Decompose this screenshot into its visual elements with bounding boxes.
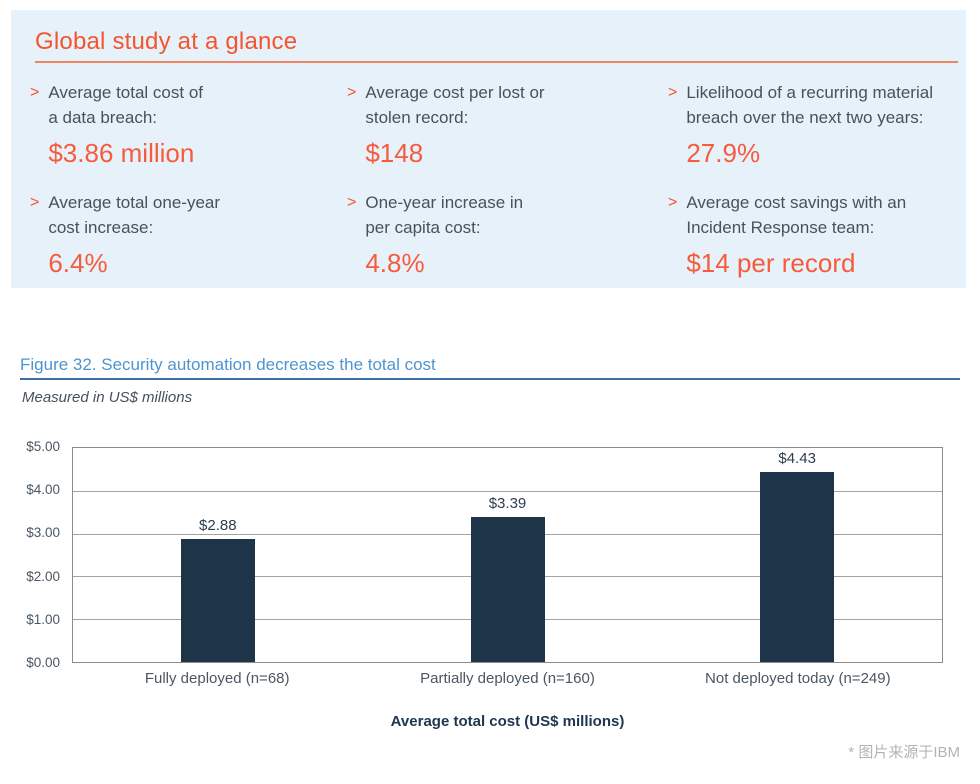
stat-label: Average total cost of a data breach:: [48, 83, 204, 127]
stat-label: Average cost per lost or stolen record:: [365, 83, 545, 127]
stat-item-breach-likelihood: > Likelihood of a recurring material bre…: [668, 80, 956, 168]
x-axis-title: Average total cost (US$ millions): [390, 713, 625, 730]
glance-panel: Global study at a glance > Average total…: [11, 10, 966, 288]
figure-title: Figure 32. Security automation decreases…: [20, 355, 436, 374]
chart-bar: [760, 472, 835, 662]
gridline: [73, 490, 942, 492]
x-axis: Fully deployed (n=68) Partially deployed …: [72, 670, 943, 690]
chart-bar: [180, 538, 255, 662]
panel-title-rule: [35, 61, 958, 63]
stat-item-cost-per-record: > Average cost per lost or stolen record…: [347, 80, 668, 168]
stat-item-ir-savings: > Average cost savings with an Incident …: [668, 190, 956, 278]
chevron-right-icon: >: [30, 194, 40, 211]
bar-value-label: $4.43: [778, 450, 816, 468]
panel-stats-grid: > Average total cost of a data breach: $…: [30, 80, 956, 278]
y-tick-label: $2.00: [26, 568, 60, 584]
chevron-right-icon: >: [347, 84, 357, 101]
chevron-right-icon: >: [347, 194, 357, 211]
x-category-label: Partially deployed (n=160): [420, 670, 595, 687]
x-category-label: Fully deployed (n=68): [144, 670, 290, 687]
stat-label: One-year increase in per capita cost:: [365, 193, 524, 237]
stat-value: 4.8%: [365, 248, 425, 278]
chart-plot: $2.88 $3.39 $4.43: [72, 447, 943, 663]
figure-title-rule: [20, 378, 960, 380]
chevron-right-icon: >: [668, 194, 678, 211]
stat-value: $148: [365, 138, 424, 168]
stat-value: $14 per record: [686, 248, 856, 278]
x-category-label: Not deployed today (n=249): [705, 670, 891, 687]
y-tick-label: $1.00: [26, 611, 60, 627]
stat-value: $3.86 million: [48, 138, 195, 168]
image-source-footnote: * 图片来源于IBM: [848, 744, 960, 761]
stat-item-per-capita-increase: > One-year increase in per capita cost: …: [347, 190, 668, 278]
stat-item-one-year-increase: > Average total one-year cost increase: …: [30, 190, 347, 278]
stat-label: Average total one-year cost increase:: [48, 193, 221, 237]
y-tick-label: $0.00: [26, 655, 60, 670]
figure-subtitle: Measured in US$ millions: [22, 389, 193, 406]
stat-item-total-cost: > Average total cost of a data breach: $…: [30, 80, 347, 168]
stat-label: Average cost savings with an Incident Re…: [686, 193, 907, 237]
chevron-right-icon: >: [30, 84, 40, 101]
y-axis: $0.00 $1.00 $2.00 $3.00 $4.00 $5.00: [0, 439, 62, 670]
y-tick-label: $3.00: [26, 525, 60, 541]
y-tick-label: $4.00: [26, 482, 60, 498]
bar-value-label: $2.88: [199, 516, 237, 534]
stat-label: Likelihood of a recurring material breac…: [686, 83, 933, 127]
panel-title: Global study at a glance: [35, 28, 298, 55]
y-tick-label: $5.00: [26, 439, 60, 454]
bar-value-label: $3.39: [488, 494, 527, 512]
chevron-right-icon: >: [668, 84, 678, 101]
stat-value: 6.4%: [48, 248, 108, 278]
chart-bar: [470, 516, 545, 662]
stat-value: 27.9%: [686, 138, 761, 168]
